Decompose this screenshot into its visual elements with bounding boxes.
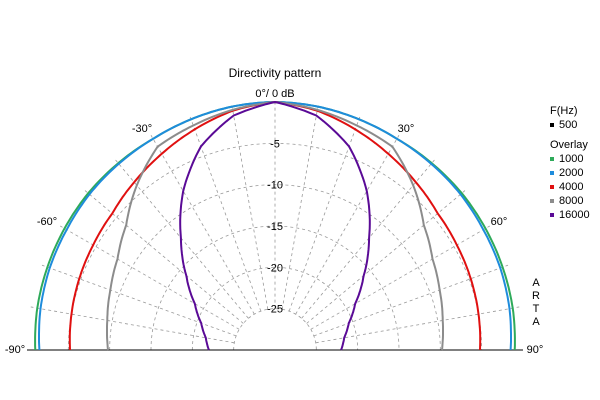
series-curves bbox=[34, 101, 516, 351]
legend-label: 8000 bbox=[559, 195, 584, 207]
legend-item-2000: 2000 bbox=[550, 166, 590, 180]
radial-tick-label: -20 bbox=[267, 262, 283, 274]
grid-spoke bbox=[310, 225, 490, 330]
angle-tick-label: 0°/ 0 dB bbox=[255, 88, 294, 100]
grid-spoke bbox=[288, 116, 361, 312]
radial-tick-label: -25 bbox=[267, 304, 283, 316]
polar-grid bbox=[27, 102, 523, 351]
legend-item-reference: 500 bbox=[550, 118, 590, 132]
legend-label: 16000 bbox=[559, 209, 590, 221]
legend-overlay-list: 1000 2000 4000 8000 16000 bbox=[550, 152, 590, 222]
series-line-16000 bbox=[179, 101, 371, 351]
grid-spoke bbox=[315, 306, 520, 344]
grid-spoke bbox=[306, 190, 466, 324]
grid-ring bbox=[233, 308, 317, 351]
legend-swatch bbox=[550, 171, 554, 175]
grid-ring bbox=[191, 267, 359, 351]
legend-label: 500 bbox=[559, 119, 578, 131]
legend-item-16000: 16000 bbox=[550, 208, 590, 222]
grid-ring bbox=[67, 143, 483, 351]
legend-swatch bbox=[550, 157, 554, 161]
legend-header: F(Hz) bbox=[550, 105, 578, 117]
grid-spoke bbox=[115, 159, 249, 319]
legend-item-1000: 1000 bbox=[550, 152, 590, 166]
grid-spoke bbox=[150, 135, 255, 315]
legend-label: 4000 bbox=[559, 181, 584, 193]
grid-spoke bbox=[84, 190, 244, 324]
legend-swatch bbox=[550, 213, 554, 217]
angle-tick-label: -90° bbox=[5, 344, 25, 356]
legend: F(Hz) 500 Overlay 1000 2000 4000 8000 16000 bbox=[550, 104, 590, 222]
angle-tick-label: -60° bbox=[37, 216, 57, 228]
grid-spoke bbox=[301, 159, 435, 319]
grid-spoke bbox=[30, 306, 235, 344]
grid-spoke bbox=[189, 116, 262, 312]
grid-spoke bbox=[313, 264, 509, 337]
arta-letter: A bbox=[532, 277, 540, 289]
chart-title: Directivity pattern bbox=[229, 66, 322, 80]
angle-tick-label: -30° bbox=[132, 123, 152, 135]
angle-tick-label: 30° bbox=[398, 123, 415, 135]
radial-tick-label: -10 bbox=[267, 180, 283, 192]
grid-spoke bbox=[281, 105, 319, 310]
grid-spoke bbox=[41, 264, 237, 337]
legend-swatch bbox=[550, 199, 554, 203]
axis-labels: -90° -60° -30° 0°/ 0 dB 30° 60° 90° -5 -10 -15 -20… bbox=[5, 88, 543, 356]
grid-ring bbox=[109, 184, 441, 351]
grid-spoke bbox=[60, 225, 240, 330]
radial-tick-label: -15 bbox=[267, 221, 283, 233]
legend-swatch bbox=[550, 123, 554, 127]
radial-tick-label: -5 bbox=[270, 138, 280, 150]
angle-tick-label: 90° bbox=[527, 344, 544, 356]
arta-letter: A bbox=[532, 316, 540, 328]
angle-tick-label: 60° bbox=[491, 216, 508, 228]
grid-spoke bbox=[231, 105, 269, 310]
grid-spoke bbox=[295, 135, 400, 315]
arta-letter: R bbox=[532, 290, 540, 302]
legend-item-8000: 8000 bbox=[550, 194, 590, 208]
legend-swatch bbox=[550, 185, 554, 189]
arta-letter: T bbox=[532, 303, 540, 315]
legend-label: 1000 bbox=[559, 153, 584, 165]
grid-ring bbox=[150, 225, 400, 351]
legend-item-4000: 4000 bbox=[550, 180, 590, 194]
legend-label: 2000 bbox=[559, 167, 584, 179]
legend-overlay-label: Overlay bbox=[550, 139, 588, 151]
